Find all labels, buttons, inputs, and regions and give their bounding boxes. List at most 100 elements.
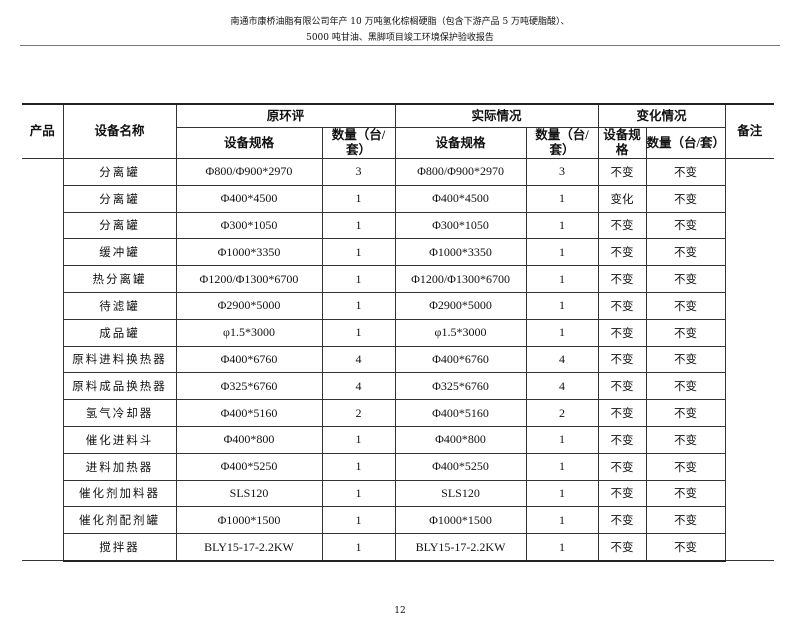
- header-original-eia: 原环评: [175, 103, 396, 128]
- original-qty-cell: 4: [321, 345, 396, 374]
- equipment-name-cell: 进料加热器: [63, 452, 177, 481]
- equipment-name-cell: 催化剂配剂罐: [63, 506, 177, 535]
- qty-change-cell: 不变: [645, 425, 726, 454]
- header-equipment-name: 设备名称: [62, 103, 177, 159]
- qty-change-cell: 不变: [645, 265, 726, 293]
- spec-change-cell: 不变: [597, 399, 647, 427]
- original-qty-cell: 1: [321, 452, 396, 481]
- original-spec-cell: Φ400*5160: [175, 399, 323, 427]
- qty-change-cell: 不变: [645, 211, 726, 240]
- table-row: 进料加热器 Φ400*5250 1 Φ400*5250 1 不变 不变: [22, 452, 774, 481]
- spec-change-cell: 不变: [597, 345, 647, 374]
- actual-spec-cell: Φ1000*1500: [394, 506, 527, 535]
- qty-change-cell: 不变: [645, 345, 726, 374]
- actual-spec-cell: SLS120: [394, 479, 527, 508]
- actual-spec-cell: Φ400*5160: [394, 399, 527, 427]
- qty-change-cell: 不变: [645, 399, 726, 427]
- original-spec-cell: Φ400*800: [175, 425, 323, 454]
- table-row: 分离罐 Φ800/Φ900*2970 3 Φ800/Φ900*2970 3 不变 不变: [22, 157, 775, 562]
- original-qty-cell: 2: [321, 399, 396, 427]
- table-row: 待滤罐 Φ2900*5000 1 Φ2900*5000 1 不变 不变: [22, 291, 774, 320]
- actual-spec-cell: φ1.5*3000: [394, 318, 527, 347]
- actual-spec-cell: Φ400*800: [394, 425, 527, 454]
- qty-change-cell: 不变: [645, 506, 726, 535]
- spec-change-cell: 变化: [597, 184, 647, 213]
- spec-change-cell: 不变: [597, 506, 647, 535]
- actual-qty-cell: 1: [525, 211, 599, 240]
- table-row: 缓冲罐 Φ1000*3350 1 Φ1000*3350 1 不变 不变: [22, 238, 774, 267]
- original-qty-cell: 1: [321, 533, 396, 562]
- actual-qty-cell: 1: [525, 265, 599, 293]
- actual-spec-cell: BLY15-17-2.2KW: [394, 533, 527, 562]
- qty-change-cell: 不变: [645, 158, 726, 186]
- table-row: 分离罐 Φ400*4500 1 Φ400*4500 1 变化 不变: [22, 184, 774, 213]
- actual-qty-cell: 1: [525, 238, 599, 267]
- original-spec-cell: Φ1000*1500: [175, 506, 323, 535]
- header-actual-qty: 数量（台/套）: [525, 127, 599, 159]
- table-row: 热分离罐 Φ1200/Φ1300*6700 1 Φ1200/Φ1300*6700 1 不变…: [22, 265, 774, 293]
- table-row: 成品罐 φ1.5*3000 1 φ1.5*3000 1 不变 不变: [22, 318, 774, 347]
- actual-qty-cell: 1: [525, 184, 599, 213]
- original-qty-cell: 3: [321, 158, 396, 186]
- original-spec-cell: Φ400*4500: [175, 184, 323, 213]
- equipment-table: 产品 设备名称 原环评 实际情况 变化情况 备注 设备规格 数量（台/套） 设备…: [22, 103, 775, 562]
- equipment-name-cell: 原料成品换热器: [63, 372, 177, 401]
- actual-spec-cell: Φ400*6760: [394, 345, 527, 374]
- actual-qty-cell: 2: [525, 399, 599, 427]
- actual-qty-cell: 4: [525, 345, 599, 374]
- spec-change-cell: 不变: [597, 425, 647, 454]
- original-qty-cell: 1: [321, 238, 396, 267]
- equipment-name-cell: 分离罐: [63, 211, 177, 240]
- qty-change-cell: 不变: [645, 318, 726, 347]
- equipment-name-cell: 催化剂加料器: [63, 479, 177, 508]
- equipment-name-cell: 分离罐: [62, 158, 177, 186]
- original-spec-cell: Φ1200/Φ1300*6700: [175, 265, 323, 293]
- actual-qty-cell: 1: [525, 452, 599, 481]
- original-spec-cell: Φ2900*5000: [175, 291, 323, 320]
- equipment-name-cell: 搅拌器: [63, 533, 177, 562]
- qty-change-cell: 不变: [645, 479, 726, 508]
- header-remark: 备注: [724, 103, 775, 159]
- qty-change-cell: 不变: [645, 533, 726, 562]
- actual-spec-cell: Φ400*4500: [394, 184, 527, 213]
- remark-cell: [724, 157, 775, 562]
- qty-change-cell: 不变: [645, 184, 726, 213]
- actual-spec-cell: Φ400*5250: [394, 452, 527, 481]
- original-spec-cell: Φ325*6760: [175, 372, 323, 401]
- actual-spec-cell: Φ1200/Φ1300*6700: [394, 265, 527, 293]
- spec-change-cell: 不变: [597, 291, 647, 320]
- actual-spec-cell: Φ300*1050: [394, 211, 527, 240]
- equipment-name-cell: 缓冲罐: [63, 238, 177, 267]
- actual-qty-cell: 1: [525, 533, 599, 562]
- equipment-name-cell: 分离罐: [63, 184, 177, 213]
- original-spec-cell: Φ1000*3350: [175, 238, 323, 267]
- actual-qty-cell: 1: [525, 291, 599, 320]
- header-change-qty: 数量（台/套）: [645, 127, 726, 159]
- equipment-name-cell: 催化进料斗: [63, 425, 177, 454]
- running-header-line1: 南通市康桥油脂有限公司年产 10 万吨氢化棕榈硬脂（包含下游产品 5 万吨硬脂酸…: [230, 17, 570, 27]
- actual-spec-cell: Φ800/Φ900*2970: [394, 158, 527, 186]
- table-row: 搅拌器 BLY15-17-2.2KW 1 BLY15-17-2.2KW 1 不变 不变: [22, 533, 774, 562]
- original-qty-cell: 4: [321, 372, 396, 401]
- original-qty-cell: 1: [321, 211, 396, 240]
- actual-qty-cell: 1: [525, 318, 599, 347]
- qty-change-cell: 不变: [645, 452, 726, 481]
- table-row: 催化剂加料器 SLS120 1 SLS120 1 不变 不变: [22, 479, 774, 508]
- header-actual: 实际情况: [394, 103, 599, 128]
- actual-spec-cell: Φ2900*5000: [394, 291, 527, 320]
- table-row: 原料成品换热器 Φ325*6760 4 Φ325*6760 4 不变 不变: [22, 372, 774, 401]
- original-qty-cell: 1: [321, 265, 396, 293]
- spec-change-cell: 不变: [597, 211, 647, 240]
- qty-change-cell: 不变: [645, 238, 726, 267]
- qty-change-cell: 不变: [645, 372, 726, 401]
- original-qty-cell: 1: [321, 291, 396, 320]
- original-spec-cell: φ1.5*3000: [175, 318, 323, 347]
- original-spec-cell: Φ800/Φ900*2970: [175, 158, 323, 186]
- original-qty-cell: 1: [321, 479, 396, 508]
- original-spec-cell: Φ300*1050: [175, 211, 323, 240]
- running-header-line2: 5000 吨甘油、黑脚项目竣工环境保护验收报告: [306, 33, 494, 43]
- table-row: 氢气冷却器 Φ400*5160 2 Φ400*5160 2 不变 不变: [22, 399, 774, 427]
- original-qty-cell: 1: [321, 425, 396, 454]
- spec-change-cell: 不变: [597, 533, 647, 562]
